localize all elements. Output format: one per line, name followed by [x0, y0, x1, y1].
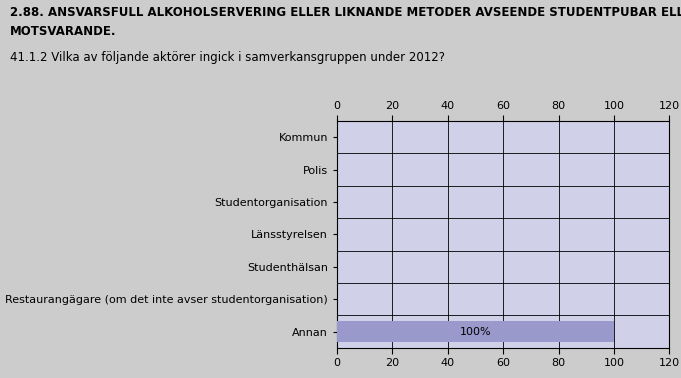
Text: 2.88. ANSVARSFULL ALKOHOLSERVERING ELLER LIKNANDE METODER AVSEENDE STUDENTPUBAR : 2.88. ANSVARSFULL ALKOHOLSERVERING ELLER… — [10, 6, 681, 19]
Text: MOTSVARANDE.: MOTSVARANDE. — [10, 25, 116, 37]
Text: 41.1.2 Vilka av följande aktörer ingick i samverkansgruppen under 2012?: 41.1.2 Vilka av följande aktörer ingick … — [10, 51, 445, 64]
Text: 100%: 100% — [460, 327, 492, 336]
Bar — [337, 321, 614, 342]
